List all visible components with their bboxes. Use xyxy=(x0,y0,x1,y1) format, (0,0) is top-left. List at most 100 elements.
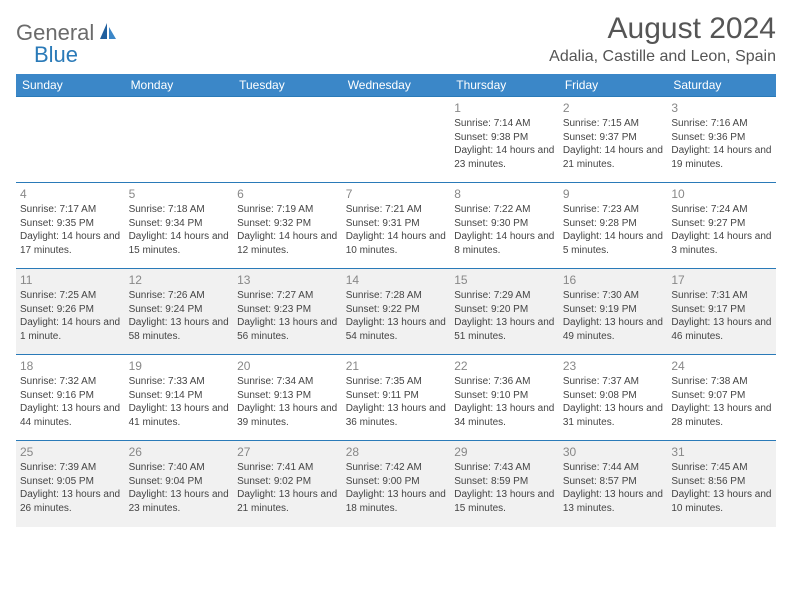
day-number: 29 xyxy=(454,444,555,460)
calendar-day-cell: 10Sunrise: 7:24 AMSunset: 9:27 PMDayligh… xyxy=(667,183,776,269)
weekday-header: Friday xyxy=(559,74,668,97)
sunrise-text: Sunrise: 7:22 AM xyxy=(454,203,555,217)
month-title: August 2024 xyxy=(549,12,776,46)
daylight-text: Daylight: 14 hours and 23 minutes. xyxy=(454,144,555,171)
sunrise-text: Sunrise: 7:24 AM xyxy=(671,203,772,217)
daylight-text: Daylight: 13 hours and 23 minutes. xyxy=(129,488,230,515)
daylight-text: Daylight: 13 hours and 49 minutes. xyxy=(563,316,664,343)
sunset-text: Sunset: 9:34 PM xyxy=(129,217,230,231)
logo-sail-icon xyxy=(98,21,118,46)
sunrise-text: Sunrise: 7:19 AM xyxy=(237,203,338,217)
sunrise-text: Sunrise: 7:41 AM xyxy=(237,461,338,475)
sunset-text: Sunset: 8:56 PM xyxy=(671,475,772,489)
day-number: 2 xyxy=(563,100,664,116)
daylight-text: Daylight: 13 hours and 46 minutes. xyxy=(671,316,772,343)
calendar-week-row: 18Sunrise: 7:32 AMSunset: 9:16 PMDayligh… xyxy=(16,355,776,441)
sunset-text: Sunset: 9:05 PM xyxy=(20,475,121,489)
calendar-day-cell: 17Sunrise: 7:31 AMSunset: 9:17 PMDayligh… xyxy=(667,269,776,355)
sunrise-text: Sunrise: 7:39 AM xyxy=(20,461,121,475)
sunrise-text: Sunrise: 7:23 AM xyxy=(563,203,664,217)
daylight-text: Daylight: 14 hours and 19 minutes. xyxy=(671,144,772,171)
day-number: 14 xyxy=(346,272,447,288)
sunrise-text: Sunrise: 7:40 AM xyxy=(129,461,230,475)
day-number: 8 xyxy=(454,186,555,202)
day-number: 19 xyxy=(129,358,230,374)
calendar-day-cell: 16Sunrise: 7:30 AMSunset: 9:19 PMDayligh… xyxy=(559,269,668,355)
daylight-text: Daylight: 13 hours and 44 minutes. xyxy=(20,402,121,429)
day-number: 27 xyxy=(237,444,338,460)
daylight-text: Daylight: 14 hours and 12 minutes. xyxy=(237,230,338,257)
day-number: 10 xyxy=(671,186,772,202)
day-number: 21 xyxy=(346,358,447,374)
calendar-week-row: 25Sunrise: 7:39 AMSunset: 9:05 PMDayligh… xyxy=(16,441,776,527)
calendar-table: SundayMondayTuesdayWednesdayThursdayFrid… xyxy=(16,74,776,527)
sunrise-text: Sunrise: 7:44 AM xyxy=(563,461,664,475)
sunrise-text: Sunrise: 7:18 AM xyxy=(129,203,230,217)
sunrise-text: Sunrise: 7:29 AM xyxy=(454,289,555,303)
location-text: Adalia, Castille and Leon, Spain xyxy=(549,48,776,66)
sunrise-text: Sunrise: 7:32 AM xyxy=(20,375,121,389)
day-number: 22 xyxy=(454,358,555,374)
calendar-week-row: 11Sunrise: 7:25 AMSunset: 9:26 PMDayligh… xyxy=(16,269,776,355)
sunset-text: Sunset: 9:11 PM xyxy=(346,389,447,403)
calendar-day-cell: 27Sunrise: 7:41 AMSunset: 9:02 PMDayligh… xyxy=(233,441,342,527)
sunrise-text: Sunrise: 7:34 AM xyxy=(237,375,338,389)
weekday-header: Thursday xyxy=(450,74,559,97)
sunrise-text: Sunrise: 7:14 AM xyxy=(454,117,555,131)
sunset-text: Sunset: 9:23 PM xyxy=(237,303,338,317)
day-number: 7 xyxy=(346,186,447,202)
daylight-text: Daylight: 14 hours and 1 minute. xyxy=(20,316,121,343)
sunrise-text: Sunrise: 7:33 AM xyxy=(129,375,230,389)
sunset-text: Sunset: 9:20 PM xyxy=(454,303,555,317)
calendar-empty-cell xyxy=(342,97,451,183)
day-number: 25 xyxy=(20,444,121,460)
weekday-header: Saturday xyxy=(667,74,776,97)
calendar-day-cell: 28Sunrise: 7:42 AMSunset: 9:00 PMDayligh… xyxy=(342,441,451,527)
day-number: 30 xyxy=(563,444,664,460)
weekday-header: Wednesday xyxy=(342,74,451,97)
header-right: August 2024 Adalia, Castille and Leon, S… xyxy=(549,12,776,66)
sunrise-text: Sunrise: 7:25 AM xyxy=(20,289,121,303)
sunrise-text: Sunrise: 7:38 AM xyxy=(671,375,772,389)
day-number: 20 xyxy=(237,358,338,374)
calendar-day-cell: 19Sunrise: 7:33 AMSunset: 9:14 PMDayligh… xyxy=(125,355,234,441)
sunrise-text: Sunrise: 7:15 AM xyxy=(563,117,664,131)
daylight-text: Daylight: 13 hours and 28 minutes. xyxy=(671,402,772,429)
sunset-text: Sunset: 9:28 PM xyxy=(563,217,664,231)
weekday-header: Tuesday xyxy=(233,74,342,97)
sunrise-text: Sunrise: 7:21 AM xyxy=(346,203,447,217)
sunset-text: Sunset: 9:35 PM xyxy=(20,217,121,231)
sunrise-text: Sunrise: 7:28 AM xyxy=(346,289,447,303)
sunrise-text: Sunrise: 7:36 AM xyxy=(454,375,555,389)
day-number: 11 xyxy=(20,272,121,288)
sunset-text: Sunset: 9:13 PM xyxy=(237,389,338,403)
page-header: General August 2024 Adalia, Castille and… xyxy=(16,12,776,66)
calendar-day-cell: 8Sunrise: 7:22 AMSunset: 9:30 PMDaylight… xyxy=(450,183,559,269)
daylight-text: Daylight: 13 hours and 26 minutes. xyxy=(20,488,121,515)
day-number: 26 xyxy=(129,444,230,460)
calendar-day-cell: 18Sunrise: 7:32 AMSunset: 9:16 PMDayligh… xyxy=(16,355,125,441)
sunset-text: Sunset: 9:38 PM xyxy=(454,131,555,145)
day-number: 1 xyxy=(454,100,555,116)
calendar-day-cell: 24Sunrise: 7:38 AMSunset: 9:07 PMDayligh… xyxy=(667,355,776,441)
day-number: 9 xyxy=(563,186,664,202)
day-number: 17 xyxy=(671,272,772,288)
calendar-empty-cell xyxy=(16,97,125,183)
calendar-week-row: 1Sunrise: 7:14 AMSunset: 9:38 PMDaylight… xyxy=(16,97,776,183)
sunset-text: Sunset: 9:19 PM xyxy=(563,303,664,317)
day-number: 6 xyxy=(237,186,338,202)
daylight-text: Daylight: 14 hours and 3 minutes. xyxy=(671,230,772,257)
day-number: 23 xyxy=(563,358,664,374)
sunset-text: Sunset: 8:57 PM xyxy=(563,475,664,489)
calendar-day-cell: 15Sunrise: 7:29 AMSunset: 9:20 PMDayligh… xyxy=(450,269,559,355)
daylight-text: Daylight: 14 hours and 21 minutes. xyxy=(563,144,664,171)
sunrise-text: Sunrise: 7:27 AM xyxy=(237,289,338,303)
calendar-day-cell: 6Sunrise: 7:19 AMSunset: 9:32 PMDaylight… xyxy=(233,183,342,269)
day-number: 16 xyxy=(563,272,664,288)
sunset-text: Sunset: 8:59 PM xyxy=(454,475,555,489)
sunset-text: Sunset: 9:16 PM xyxy=(20,389,121,403)
sunset-text: Sunset: 9:02 PM xyxy=(237,475,338,489)
calendar-header-row: SundayMondayTuesdayWednesdayThursdayFrid… xyxy=(16,74,776,97)
day-number: 12 xyxy=(129,272,230,288)
sunrise-text: Sunrise: 7:42 AM xyxy=(346,461,447,475)
